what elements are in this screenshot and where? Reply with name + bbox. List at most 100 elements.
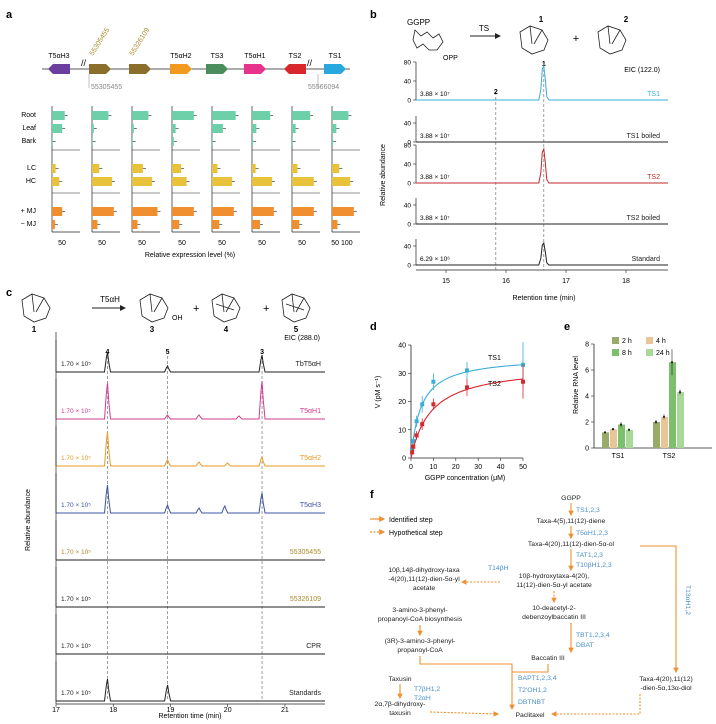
trace-label: T5αH3 <box>300 502 321 509</box>
compound-4-label: 4 <box>224 325 229 334</box>
ggpp-structure <box>412 29 444 51</box>
coord-right: 55566094 <box>308 84 339 91</box>
expression-bar <box>332 111 349 120</box>
gene-arrow <box>206 64 228 74</box>
trace-y-tick-label: 0 <box>407 222 411 229</box>
trace-line <box>56 484 325 514</box>
expression-bars: 50 50 50 50 50 50 50 50 100 <box>51 106 360 247</box>
cell-label-lc: LC <box>27 165 36 172</box>
expression-bar <box>332 207 354 216</box>
expression-bar <box>92 111 109 120</box>
x-tick-label: 15 <box>442 278 450 285</box>
legend-swatch <box>646 349 653 356</box>
plus-sign-c2: + <box>263 303 269 315</box>
y-tick-label: 10 <box>398 427 406 434</box>
x-tick-label: 16 <box>502 278 510 285</box>
data-point <box>420 422 425 427</box>
trace-label: T5αH2 <box>300 455 321 462</box>
trace-scale: 3.88 × 10⁷ <box>420 215 450 222</box>
expression-bar <box>132 164 143 173</box>
compound-1-label: 1 <box>539 15 544 24</box>
expression-bar <box>212 137 213 146</box>
gene-arrow <box>129 64 151 74</box>
category-label: TS1 <box>612 453 625 460</box>
replicate-dot <box>611 428 615 431</box>
compound-5-label: 5 <box>294 325 299 334</box>
compound-5-structure <box>281 293 311 323</box>
expression-bar <box>332 164 340 173</box>
node-hydroxy-line2: 11(12)-dien-5α-yl acetate <box>516 582 592 589</box>
panel-b-letter: b <box>370 9 377 21</box>
compound-1-structure <box>519 25 549 55</box>
data-point <box>411 444 416 449</box>
trace-y-tick-label: 80 <box>404 143 412 150</box>
gene-arrow <box>244 64 266 74</box>
trace-label: TbT5αH <box>296 361 321 368</box>
opp-label: OPP <box>443 55 458 62</box>
legend-hypothetical: Hypothetical step <box>389 530 443 537</box>
node-dihydroxy-line1: 10β,14β-dihydroxy-taxa <box>388 567 460 574</box>
x-tick-label: 19 <box>167 707 175 714</box>
peak-label-2: 2 <box>494 89 498 96</box>
panel-d-ylabel: V (pM s⁻¹) <box>375 376 382 408</box>
data-point <box>414 419 419 424</box>
trace-label: TS2 boiled <box>627 215 661 222</box>
panel-d-letter: d <box>370 321 377 333</box>
compound-3-label: 3 <box>150 325 155 334</box>
expression-bar <box>52 207 63 216</box>
panel-f: f Identified step Hypothetical step GGPP… <box>370 489 693 719</box>
plus-sign-c1: + <box>193 303 199 315</box>
expression-bar <box>132 137 133 146</box>
expression-bar <box>172 124 176 133</box>
data-point <box>411 439 416 444</box>
kinetics-chart: 0 10 20 30 40 0 10 20 30 40 50 TS1 TS2 <box>398 342 527 471</box>
trace-line <box>416 64 668 101</box>
enzyme-t7bh: T7βH1,2 <box>414 686 440 693</box>
arrow-taxadienol-diol <box>640 545 679 674</box>
replicate-dot <box>678 391 682 394</box>
y-tick-label: 2 <box>585 420 589 427</box>
trace-scale: 3.88 × 10⁷ <box>420 91 450 98</box>
compound-1c-label: 1 <box>32 325 37 334</box>
gene-label: T5αH1 <box>244 53 265 60</box>
data-point <box>410 450 415 455</box>
expression-bar <box>252 124 257 133</box>
replicate-dot <box>670 361 674 364</box>
axis-tick-label: 50 <box>178 240 186 247</box>
cell-label-hc: HC <box>26 178 36 185</box>
expression-bar <box>52 124 63 133</box>
series-label: TS2 <box>488 381 501 388</box>
data-point <box>420 402 425 407</box>
trace-label: TS2 <box>647 174 660 181</box>
expression-bar <box>132 177 153 186</box>
bar <box>626 429 633 448</box>
trace-scale: 1.70 × 10⁵ <box>61 408 91 415</box>
arrow-diol-paclitaxel <box>550 694 641 717</box>
node-r3amino-line1: (3R)-3-amino-3-phenyl- <box>385 638 456 645</box>
data-point <box>465 385 469 390</box>
x-tick-label: 20 <box>452 464 460 471</box>
trace-y-tick-label: 40 <box>404 121 412 128</box>
trace-scale: 1.70 × 10⁵ <box>61 596 91 603</box>
compound-2-label: 2 <box>624 15 629 24</box>
replicate-dot <box>603 431 607 434</box>
break-mark-left: // <box>81 58 87 68</box>
t5ah-arrowhead <box>120 305 126 311</box>
expression-bar <box>332 137 334 146</box>
ts-enzyme-label: TS <box>479 24 489 33</box>
x-tick-label: 0 <box>409 464 413 471</box>
node-taxadienol: Taxa-4(20),11(12)-dien-5α-ol <box>528 541 615 548</box>
trace-line <box>56 380 325 420</box>
trace-y-tick-label: 40 <box>404 244 412 251</box>
enzyme-tbt: TBT1,2,3,4 <box>576 632 610 639</box>
expression-bar <box>292 177 314 186</box>
expression-bar <box>252 220 261 229</box>
data-point <box>465 368 469 373</box>
gene-label: 55326109 <box>129 27 151 57</box>
legend-label: 8 h <box>622 350 632 357</box>
axis-tick-label: 50 <box>138 240 146 247</box>
panel-c: c 1 T5αH OH 3 + 4 + 5 EIC (288.0) 4 5 31.7… <box>6 287 325 720</box>
node-dab-line2: debenzoylbaccatin III <box>522 614 586 621</box>
